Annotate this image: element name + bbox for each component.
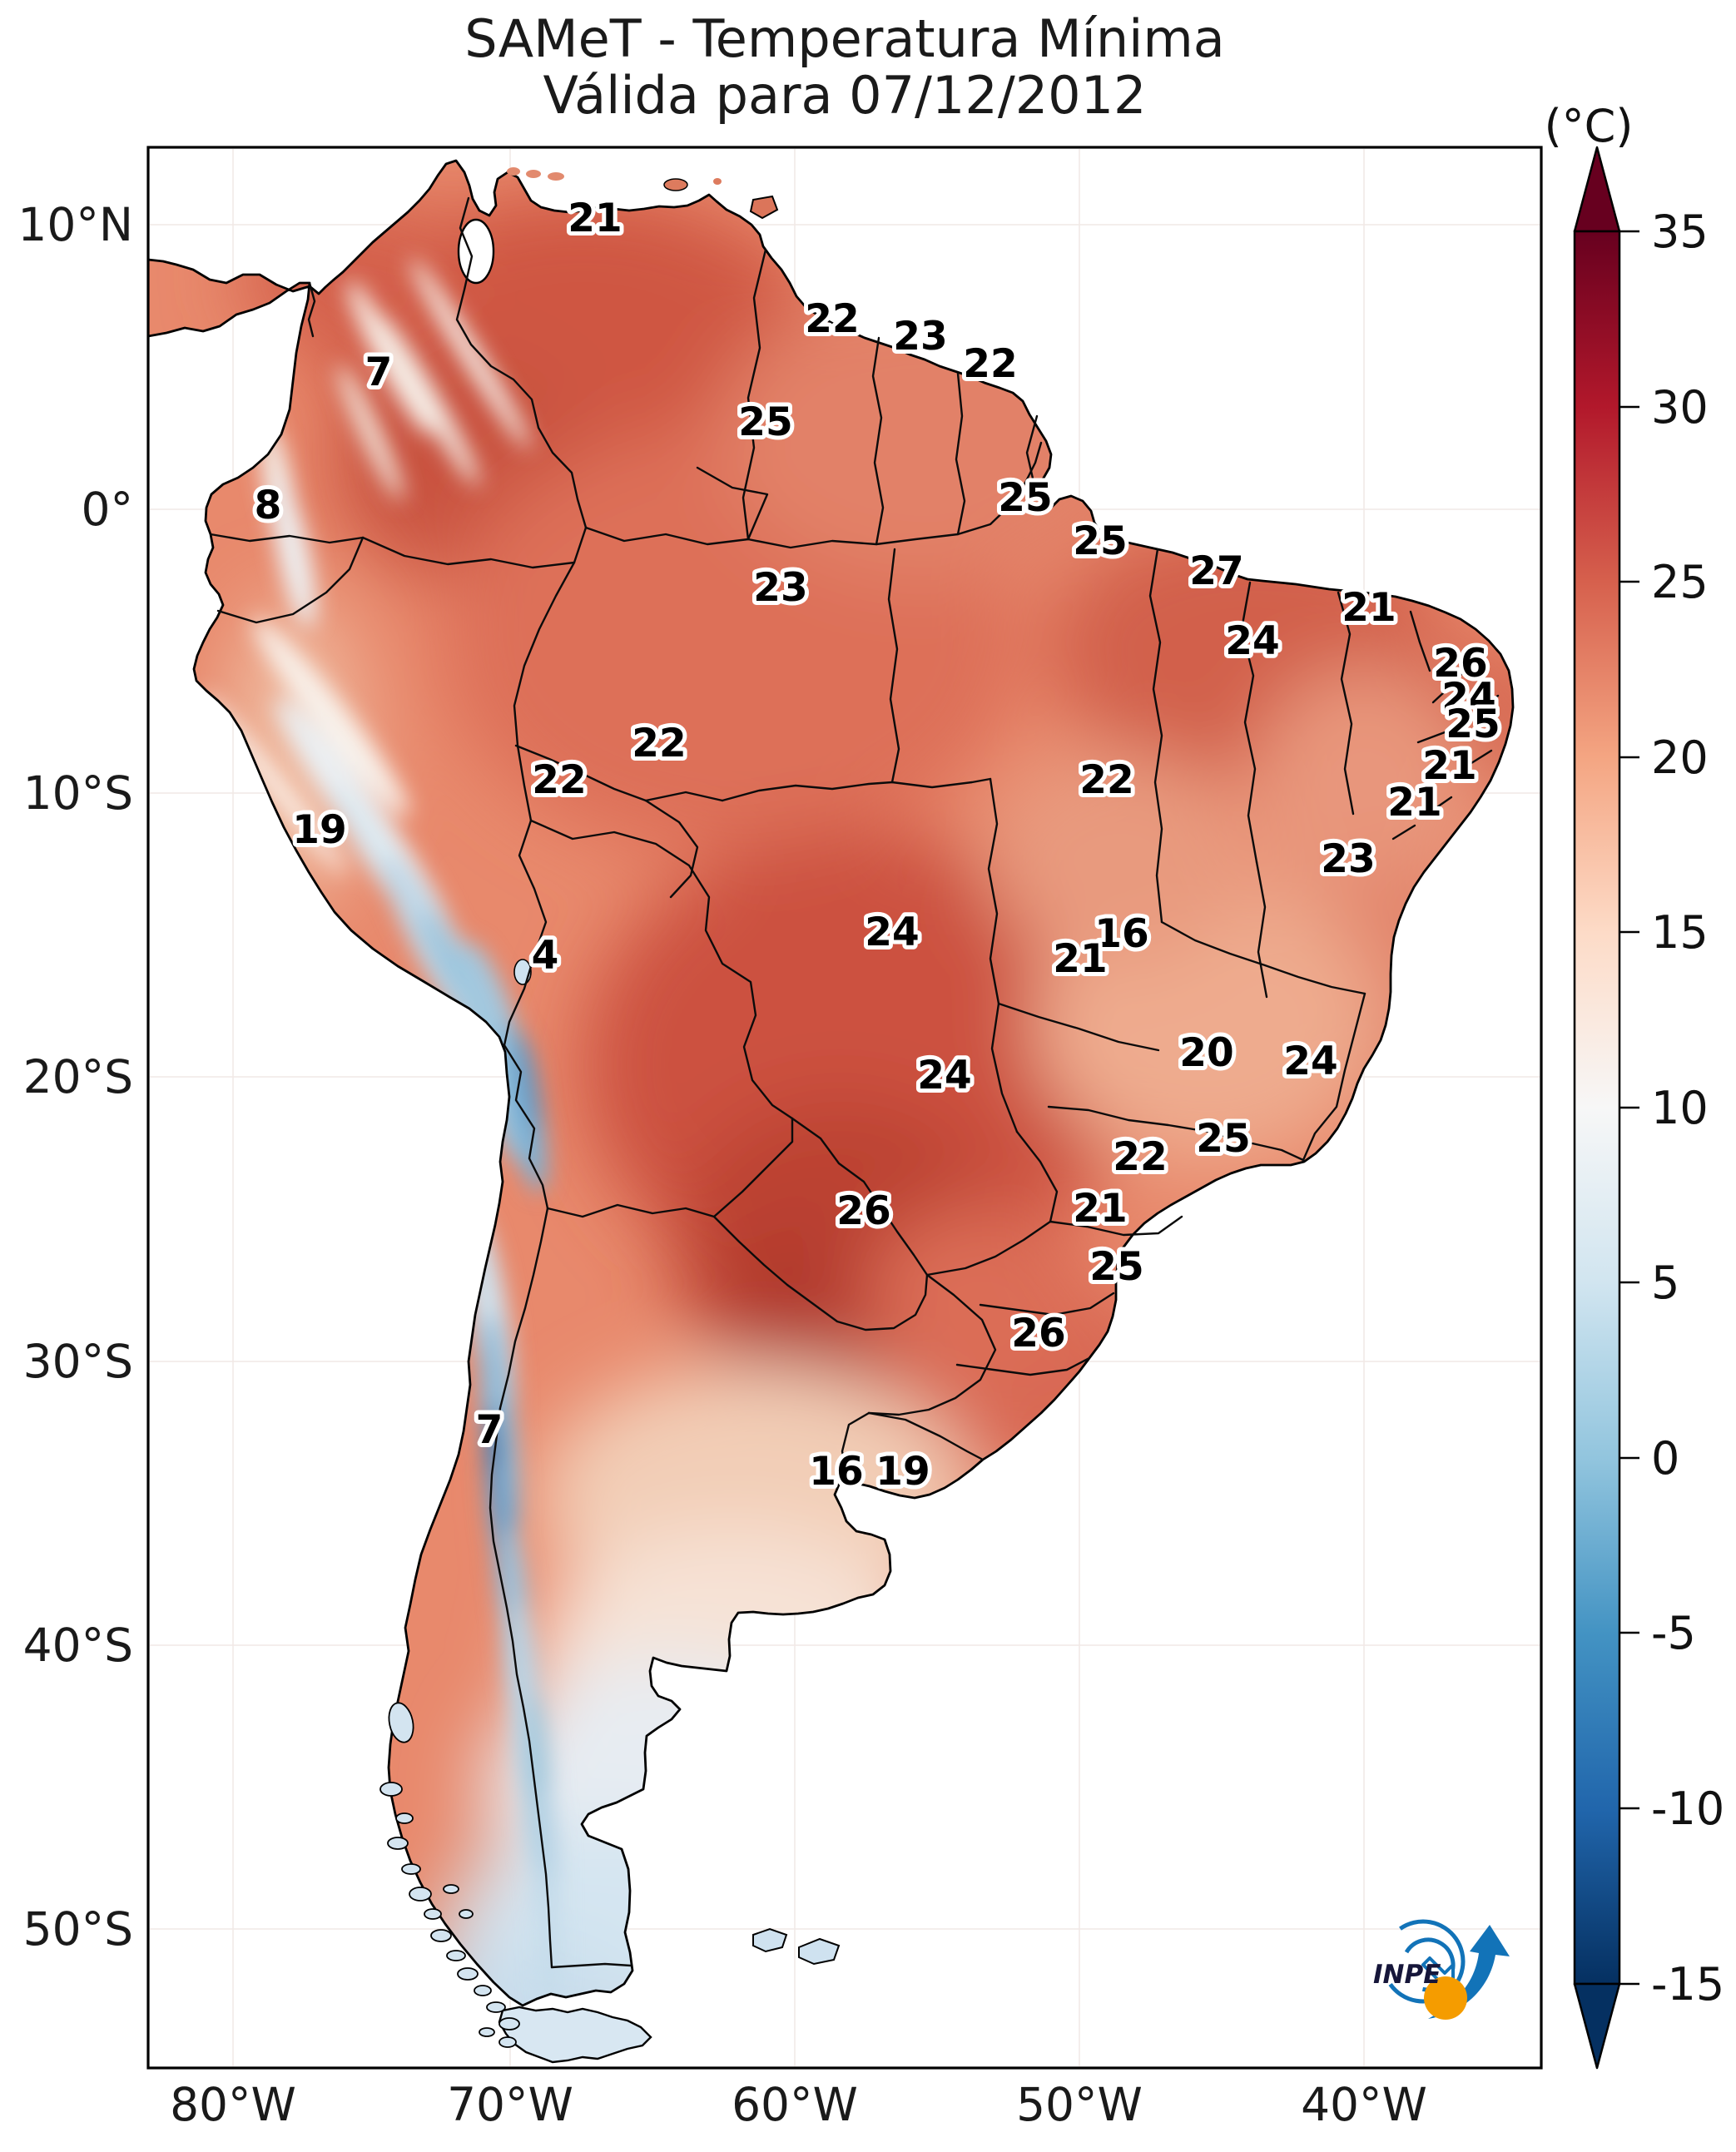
temp-label: 21 [1073,1186,1127,1232]
latitude-axis-labels: 10°N 0° 10°S 20°S 30°S 40°S 50°S [17,198,133,1956]
title-line-2: Válida para 07/12/2012 [543,65,1147,126]
lon-tick-label: 60°W [732,2078,858,2131]
lake-maracaibo [457,218,495,285]
temp-label: 26 [1011,1311,1065,1356]
temp-label: 25 [998,475,1052,521]
temp-label: 21 [568,196,622,241]
temp-label: 22 [805,296,859,342]
caribbean-islands [507,167,779,220]
temp-label: 21 [1387,780,1441,826]
temp-label: 23 [1321,836,1375,882]
temp-label: 24 [865,910,919,955]
temp-label: 4 [532,933,559,979]
colorbar-tick-label: -5 [1651,1607,1696,1659]
colorbar-tick-label: 0 [1651,1432,1679,1485]
temp-label: 25 [1089,1244,1143,1290]
colorbar-extend-under-arrow [1573,1982,1621,2070]
temp-label: 24 [917,1053,971,1098]
temp-label: 27 [1189,548,1243,594]
colorbar-unit-label: (°C) [1545,100,1634,152]
temp-label: 23 [893,314,947,359]
lon-tick-label: 40°W [1301,2078,1427,2131]
lat-tick-label: 20°S [23,1050,133,1103]
lat-tick-label: 50°S [23,1902,133,1956]
temp-label: 24 [1225,618,1279,664]
temp-label: 25 [1073,518,1127,564]
colorbar-tick-label: 35 [1651,206,1709,258]
temperature-field [148,161,1513,2006]
colorbar-tick-label: 25 [1651,556,1709,608]
chilean-fjord-islands [379,1702,520,2048]
lat-tick-label: 0° [82,483,134,536]
temp-label: 25 [1446,702,1500,747]
temp-label: 22 [1079,757,1133,803]
lat-tick-label: 10°N [17,198,133,251]
lon-tick-label: 50°W [1016,2078,1143,2131]
lat-tick-label: 10°S [23,766,133,820]
temp-label: 24 [1441,675,1495,721]
colorbar-extend-over-arrow [1573,146,1621,233]
continent-coastline [147,159,1515,2007]
longitude-axis-labels: 80°W 70°W 60°W 50°W 40°W [170,2078,1427,2131]
temp-label: 22 [1113,1134,1167,1180]
colorbar: (°C) 35 30 25 20 15 10 5 0 -5 -10 -15 [1545,100,1724,2070]
temp-label: 24 [1283,1039,1337,1084]
lat-tick-label: 30°S [23,1335,133,1388]
temp-label: 16 [809,1449,863,1495]
inpe-logo-text: INPE [1373,1960,1441,1990]
temp-label: 8 [255,483,282,528]
temp-label: 21 [1053,936,1107,982]
temp-label: 22 [963,341,1017,387]
inpe-logo-orange-circle [1424,1976,1467,2020]
inpe-logo-up-arrow-icon [1428,1925,1510,2019]
temp-label: 7 [476,1407,503,1453]
temp-label: 7 [365,350,393,395]
temp-label: 22 [632,721,686,766]
colorbar-tick-label: 5 [1651,1257,1679,1309]
falkland-islands [752,1927,841,1966]
temp-label: 21 [1422,743,1476,789]
temp-label: 20 [1179,1030,1233,1076]
temp-label: 23 [753,565,807,611]
colorbar-tick-label: -10 [1651,1783,1724,1835]
lat-tick-label: 40°S [23,1619,133,1672]
temp-label: 26 [836,1188,890,1234]
colorbar-gradient-bar [1573,230,1621,1986]
colorbar-tick-label: -15 [1651,1958,1724,2011]
political-borders [209,196,1500,2057]
map-frame [146,146,1543,2070]
title-line-1: SAMeT - Temperatura Mínima [464,8,1225,69]
tierra-del-fuego-island [498,2006,652,2064]
lon-tick-label: 80°W [170,2078,296,2131]
temp-label: 26 [1433,641,1487,687]
temp-label: 21 [1342,585,1396,631]
lon-tick-label: 70°W [447,2078,573,2131]
temp-label: 16 [1094,911,1148,957]
colorbar-tick-label: 15 [1651,906,1709,959]
temp-label: 19 [875,1449,930,1495]
temp-label: 25 [738,399,792,445]
temp-label: 25 [1196,1116,1250,1162]
temp-label: 22 [532,757,586,803]
inpe-logo: INPE [1373,1919,1510,2020]
colorbar-tick-label: 30 [1651,381,1709,434]
temp-label: 19 [292,807,346,853]
colorbar-tick-labels: 35 30 25 20 15 10 5 0 -5 -10 -15 [1619,206,1724,2011]
figure-title: SAMeT - Temperatura Mínima Válida para 0… [464,8,1225,126]
colorbar-tick-label: 10 [1651,1082,1709,1134]
colorbar-tick-label: 20 [1651,731,1709,784]
